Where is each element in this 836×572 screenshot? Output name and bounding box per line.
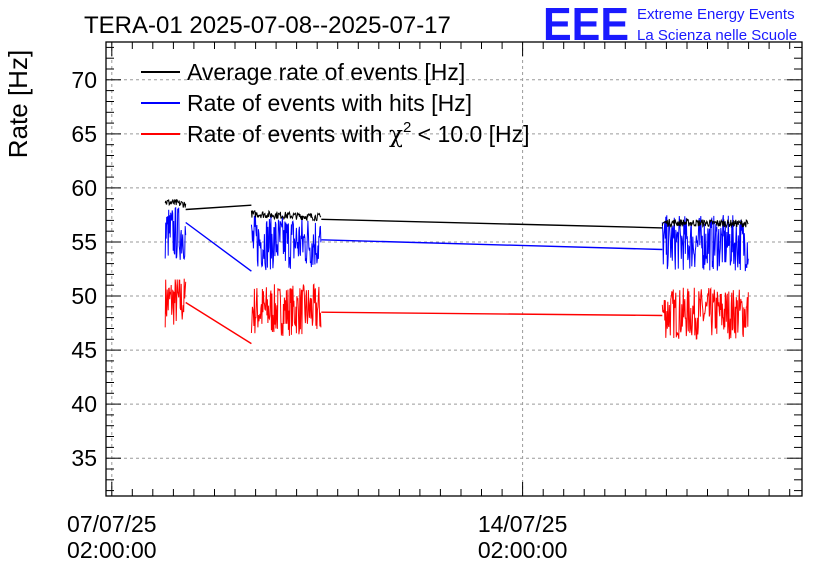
legend-label-part: Rate of events with <box>187 121 389 147</box>
series-data-segment <box>661 286 749 340</box>
series-data-segment <box>250 209 322 222</box>
series-data-segment <box>250 214 322 271</box>
series-2 <box>164 278 749 345</box>
legend-label: Rate of events with χ2 < 10.0 [Hz] <box>187 119 530 148</box>
series-data-segment <box>164 206 187 261</box>
series-gap-line <box>185 204 252 211</box>
y-tick-label: 60 <box>71 175 97 201</box>
legend: Average rate of events [Hz] Rate of event… <box>141 59 530 148</box>
series-gap-line <box>321 311 663 317</box>
legend-label: Rate of events with hits [Hz] <box>187 90 472 116</box>
legend-label-superscript: 2 <box>403 119 411 136</box>
series-gap-line <box>321 239 663 251</box>
y-tick-labels: 35 40 45 50 55 60 65 70 <box>71 67 97 471</box>
series-0 <box>164 198 749 229</box>
y-tick-label: 70 <box>71 67 97 93</box>
series-data-segment <box>164 198 187 208</box>
y-tick-label: 40 <box>71 391 97 417</box>
plot-frame <box>105 41 803 497</box>
series-data-segment <box>164 278 187 328</box>
legend-label-part: < 10.0 [Hz] <box>411 121 529 147</box>
series-gap-line <box>321 218 663 229</box>
y-axis-label: Rate [Hz] <box>3 50 33 158</box>
x-tick-label-time: 02:00:00 <box>67 537 157 563</box>
series-gap-line <box>185 221 252 272</box>
y-tick-label: 35 <box>71 445 97 471</box>
series-data-segment <box>250 283 322 336</box>
legend-label: Average rate of events [Hz] <box>187 59 465 85</box>
legend-label-chi: χ <box>389 122 403 148</box>
plot-area <box>164 198 749 345</box>
chart-title: TERA-01 2025-07-08--2025-07-17 <box>84 12 451 39</box>
series-data-segment <box>661 217 749 229</box>
eee-logo-line2: La Scienza nelle Scuole <box>637 27 797 44</box>
x-tick-label-date: 07/07/25 <box>67 511 157 537</box>
y-tick-label: 65 <box>71 121 97 147</box>
series-data-segment <box>661 215 749 272</box>
y-tick-label: 55 <box>71 229 97 255</box>
y-tick-label: 45 <box>71 337 97 363</box>
axis-ticks <box>106 42 802 496</box>
eee-logo-line1: Extreme Energy Events <box>637 6 795 23</box>
x-tick-label-date: 14/07/25 <box>478 511 568 537</box>
eee-logo: EEE Extreme Energy Events La Scienza nel… <box>543 0 797 50</box>
grid <box>106 42 802 496</box>
series-gap-line <box>185 301 252 345</box>
x-tick-label-time: 02:00:00 <box>478 537 568 563</box>
series-1 <box>164 206 749 272</box>
y-tick-label: 50 <box>71 283 97 309</box>
